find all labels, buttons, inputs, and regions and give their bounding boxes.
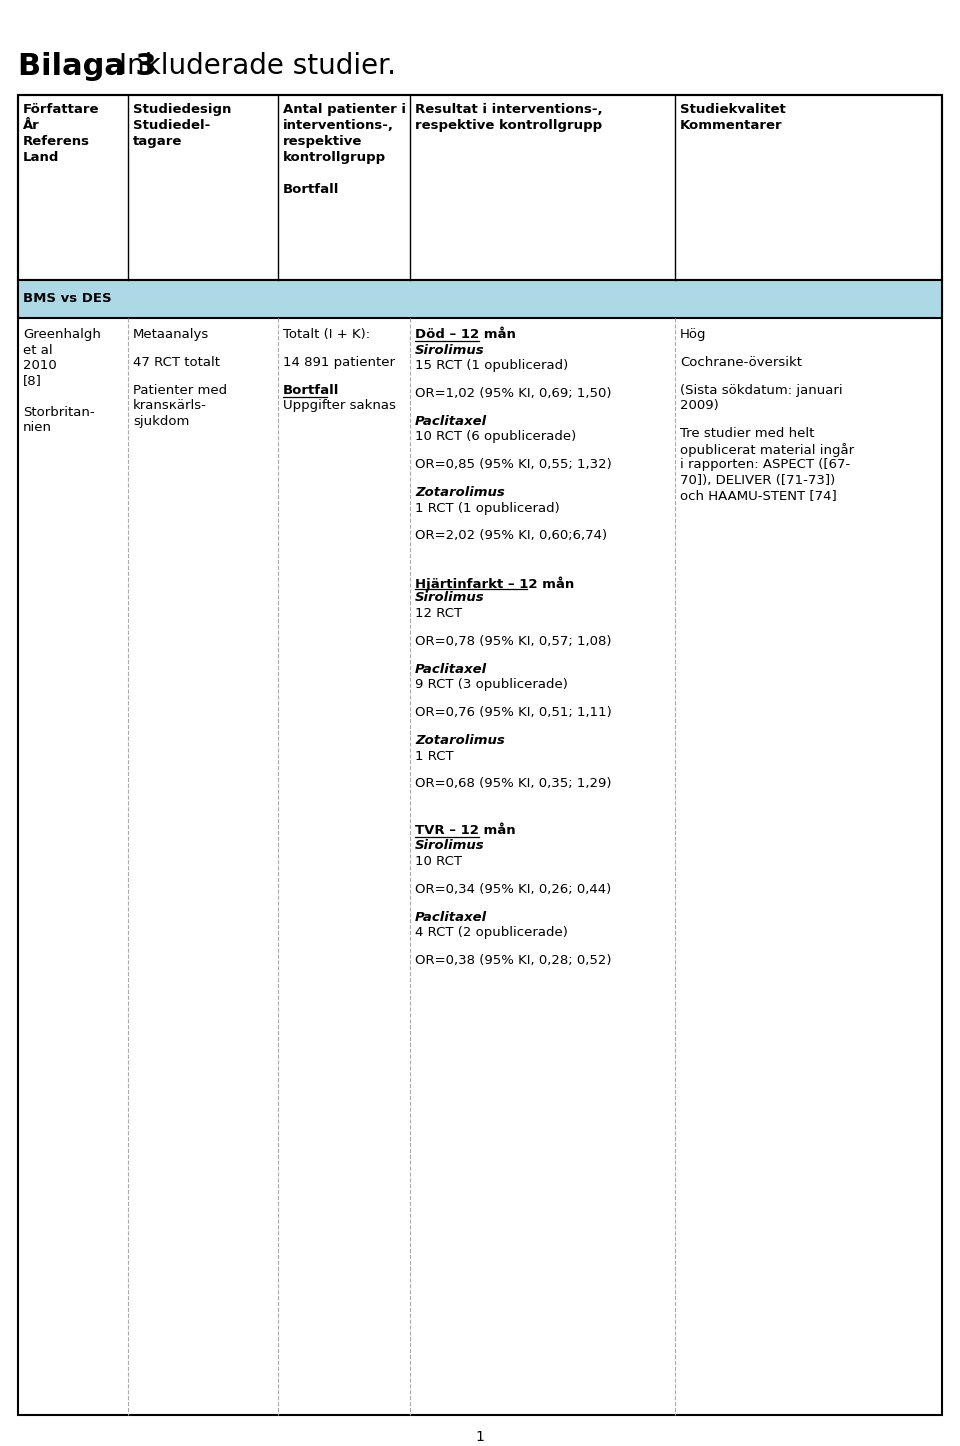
- Text: 10 RCT (6 opublicerade): 10 RCT (6 opublicerade): [415, 431, 576, 444]
- Text: [8]: [8]: [23, 375, 42, 388]
- Text: Greenhalgh: Greenhalgh: [23, 328, 101, 341]
- Text: Uppgifter saknas: Uppgifter saknas: [283, 399, 396, 412]
- Text: Sirolimus: Sirolimus: [415, 840, 485, 853]
- Text: 15 RCT (1 opublicerad): 15 RCT (1 opublicerad): [415, 359, 568, 372]
- Text: År: År: [23, 119, 39, 132]
- Text: Antal patienter i: Antal patienter i: [283, 103, 406, 116]
- Text: OR=0,78 (95% KI, 0,57; 1,08): OR=0,78 (95% KI, 0,57; 1,08): [415, 635, 612, 648]
- Text: Studiekvalitet: Studiekvalitet: [680, 103, 785, 116]
- Text: OR=0,68 (95% KI, 0,35; 1,29): OR=0,68 (95% KI, 0,35; 1,29): [415, 778, 612, 791]
- Text: TVR – 12 mån: TVR – 12 mån: [415, 824, 516, 837]
- Text: 2009): 2009): [680, 399, 719, 412]
- Text: (Sista sökdatum: januari: (Sista sökdatum: januari: [680, 383, 843, 396]
- Text: Paclitaxel: Paclitaxel: [415, 911, 487, 924]
- Text: 14 891 patienter: 14 891 patienter: [283, 356, 395, 369]
- Bar: [18, 95, 942, 281]
- Text: OR=0,76 (95% KI, 0,51; 1,11): OR=0,76 (95% KI, 0,51; 1,11): [415, 706, 612, 719]
- Text: Referens: Referens: [23, 134, 90, 147]
- Text: nien: nien: [23, 421, 52, 434]
- Text: Bilaga 3: Bilaga 3: [18, 52, 156, 81]
- Text: 10 RCT: 10 RCT: [415, 855, 462, 868]
- Text: OR=2,02 (95% KI, 0,60;6,74): OR=2,02 (95% KI, 0,60;6,74): [415, 529, 607, 542]
- Text: Zotarolimus: Zotarolimus: [415, 486, 505, 499]
- Text: Kommentarer: Kommentarer: [680, 119, 782, 132]
- Text: Totalt (I + K):: Totalt (I + K):: [283, 328, 371, 341]
- Text: Död – 12 mån: Död – 12 mån: [415, 328, 516, 341]
- Text: Sirolimus: Sirolimus: [415, 344, 485, 357]
- Text: respektive kontrollgrupp: respektive kontrollgrupp: [415, 119, 602, 132]
- Text: Inkluderade studier.: Inkluderade studier.: [110, 52, 396, 80]
- Text: 12 RCT: 12 RCT: [415, 607, 462, 620]
- Text: OR=0,34 (95% KI, 0,26; 0,44): OR=0,34 (95% KI, 0,26; 0,44): [415, 884, 612, 897]
- Text: OR=0,38 (95% KI, 0,28; 0,52): OR=0,38 (95% KI, 0,28; 0,52): [415, 954, 612, 967]
- Text: sjukdom: sjukdom: [133, 415, 189, 428]
- Text: Paclitaxel: Paclitaxel: [415, 415, 487, 428]
- Text: Metaanalys: Metaanalys: [133, 328, 209, 341]
- Text: 4 RCT (2 opublicerade): 4 RCT (2 opublicerade): [415, 927, 568, 940]
- Text: OR=1,02 (95% KI, 0,69; 1,50): OR=1,02 (95% KI, 0,69; 1,50): [415, 388, 612, 401]
- Text: Studiedel-: Studiedel-: [133, 119, 210, 132]
- Text: Paclitaxel: Paclitaxel: [415, 662, 487, 675]
- Text: Patienter med: Patienter med: [133, 383, 228, 396]
- Text: BMS vs DES: BMS vs DES: [23, 292, 111, 305]
- Text: 1: 1: [475, 1430, 485, 1445]
- Text: Författare: Författare: [23, 103, 100, 116]
- Text: interventions-,: interventions-,: [283, 119, 394, 132]
- Text: respektive: respektive: [283, 134, 362, 147]
- Text: Studiedesign: Studiedesign: [133, 103, 231, 116]
- Text: 9 RCT (3 opublicerade): 9 RCT (3 opublicerade): [415, 678, 568, 691]
- Text: 1 RCT (1 opublicerad): 1 RCT (1 opublicerad): [415, 502, 560, 515]
- Text: Resultat i interventions-,: Resultat i interventions-,: [415, 103, 603, 116]
- Text: Hjärtinfarkt – 12 mån: Hjärtinfarkt – 12 mån: [415, 576, 574, 590]
- Text: 1 RCT: 1 RCT: [415, 749, 454, 762]
- Text: Tre studier med helt: Tre studier med helt: [680, 427, 814, 440]
- Text: kransкärls-: kransкärls-: [133, 399, 206, 412]
- Text: 2010: 2010: [23, 359, 57, 372]
- Text: Bortfall: Bortfall: [283, 383, 340, 396]
- Text: och HAAMU-STENT [74]: och HAAMU-STENT [74]: [680, 489, 837, 502]
- Text: Sirolimus: Sirolimus: [415, 591, 485, 604]
- Text: kontrollgrupp: kontrollgrupp: [283, 150, 386, 163]
- Text: Zotarolimus: Zotarolimus: [415, 735, 505, 748]
- Text: et al: et al: [23, 344, 53, 357]
- Text: Bortfall: Bortfall: [283, 184, 340, 197]
- Text: opublicerat material ingår: opublicerat material ingår: [680, 442, 854, 457]
- Text: Land: Land: [23, 150, 60, 163]
- Text: 47 RCT totalt: 47 RCT totalt: [133, 356, 220, 369]
- Text: Storbritan-: Storbritan-: [23, 405, 95, 418]
- Text: i rapporten: ASPECT ([67-: i rapporten: ASPECT ([67-: [680, 458, 851, 471]
- Text: 70]), DELIVER ([71-73]): 70]), DELIVER ([71-73]): [680, 474, 835, 487]
- Text: tagare: tagare: [133, 134, 182, 147]
- Text: Hög: Hög: [680, 328, 707, 341]
- Bar: [18, 281, 942, 318]
- Text: OR=0,85 (95% KI, 0,55; 1,32): OR=0,85 (95% KI, 0,55; 1,32): [415, 458, 612, 471]
- Text: Cochrane-översikt: Cochrane-översikt: [680, 356, 802, 369]
